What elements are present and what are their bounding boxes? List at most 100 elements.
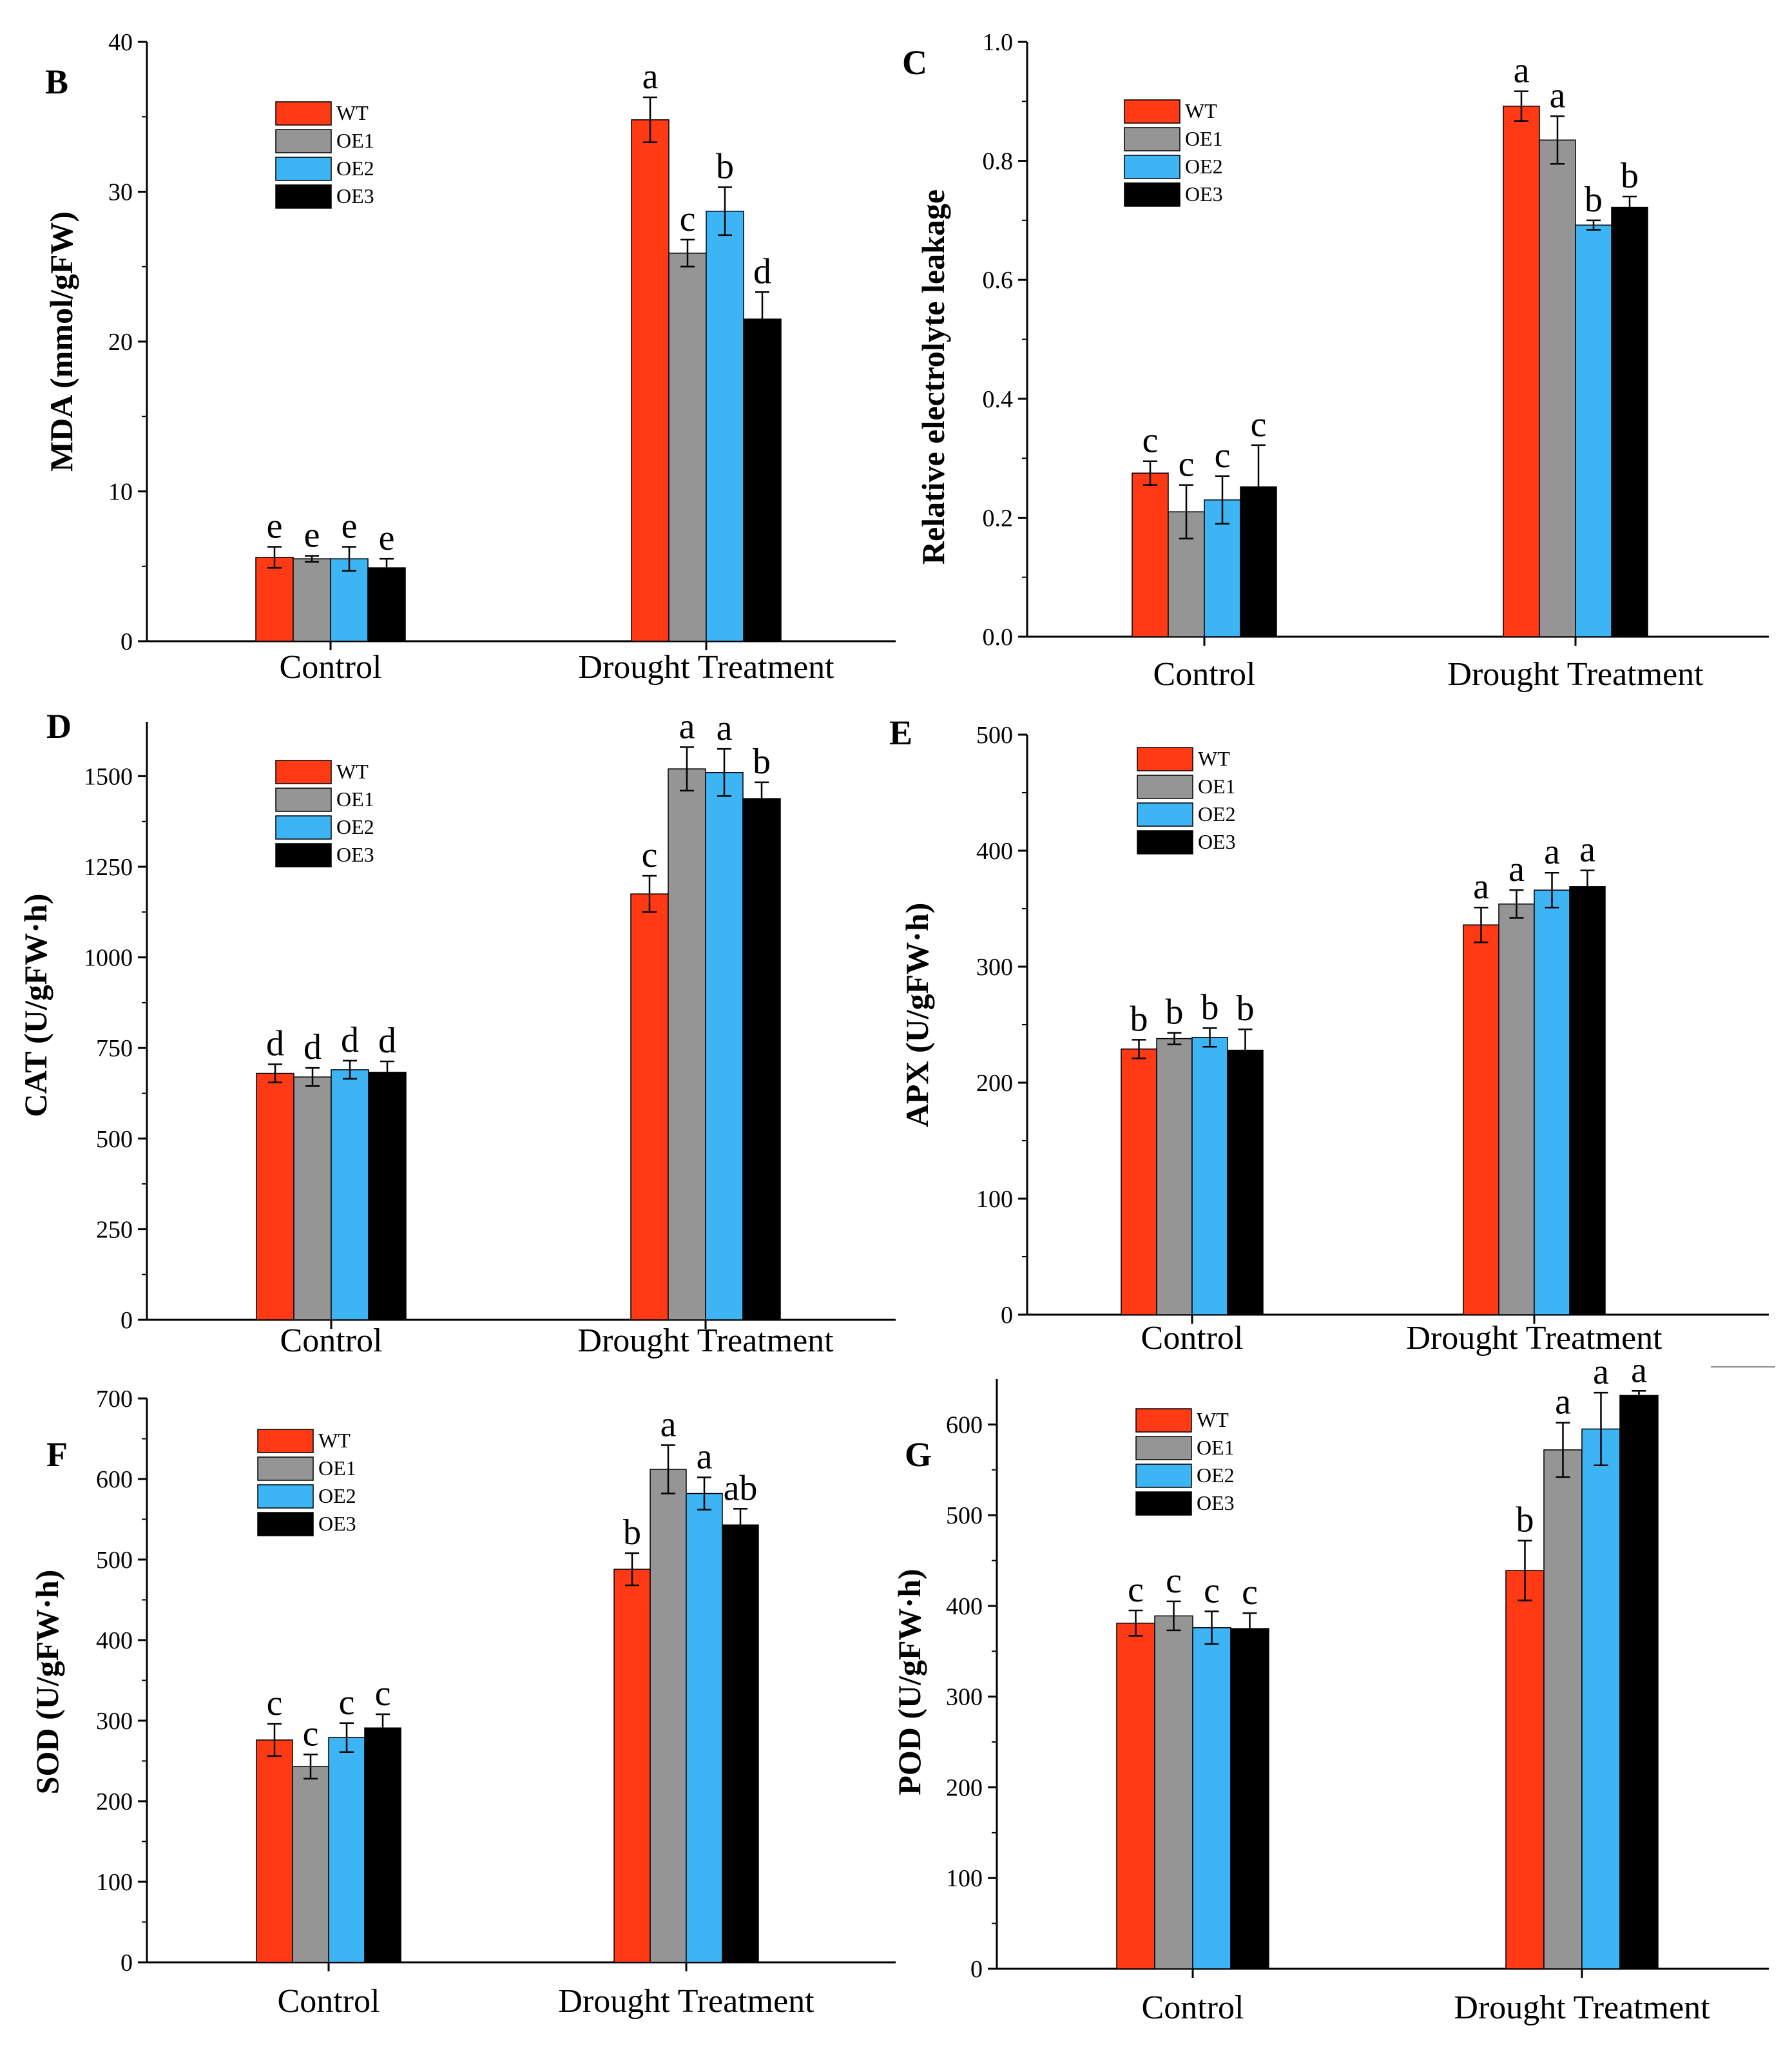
panel-letter: G bbox=[905, 1435, 932, 1474]
legend-swatch-wt bbox=[1124, 99, 1180, 124]
panel-letter: C bbox=[902, 43, 927, 82]
y-tick-label: 0.0 bbox=[983, 624, 1014, 651]
significance-letter: e bbox=[267, 507, 283, 546]
y-axis-label: Relative electrolyte leakage bbox=[915, 189, 951, 565]
panel-letter: B bbox=[45, 63, 68, 101]
legend-swatch-oe1 bbox=[275, 788, 332, 812]
bar-oe3 bbox=[367, 567, 406, 642]
significance-letter: b bbox=[1237, 989, 1255, 1029]
legend-label: OE3 bbox=[336, 184, 374, 208]
legend-label: OE2 bbox=[336, 815, 374, 838]
significance-letter: c bbox=[1128, 1570, 1144, 1610]
legend-label: OE3 bbox=[1185, 182, 1223, 206]
significance-letter: c bbox=[1179, 445, 1195, 485]
bar-wt bbox=[255, 557, 294, 642]
bar-oe2 bbox=[1581, 1428, 1621, 1969]
legend-label: OE1 bbox=[1197, 1436, 1235, 1459]
significance-letter: ab bbox=[724, 1468, 758, 1508]
chart-panel-e: 0 100 200 300 400 500 APX (U/gFW·h) E Control Dro… bbox=[889, 713, 1769, 1357]
y-tick-label: 30 bbox=[108, 179, 133, 206]
x-tick-label: Drought Treatment bbox=[578, 649, 834, 686]
bar-oe3 bbox=[1619, 1395, 1659, 1969]
bar-oe1 bbox=[650, 1469, 687, 1963]
bar-oe2 bbox=[1191, 1037, 1228, 1315]
bar-oe1 bbox=[293, 558, 331, 642]
chart-panel-g: 0 100 200 300 400 500 600 POD (U/gFW·h) G Control… bbox=[891, 1350, 1769, 2026]
legend-label: WT bbox=[336, 760, 369, 783]
bar-wt bbox=[1132, 472, 1169, 637]
y-tick-label: 600 bbox=[96, 1466, 133, 1493]
chart-panel-f: 0 100 200 300 400 500 600 700 SOD (U/gFW·h) F Cont… bbox=[29, 1386, 896, 2020]
y-tick-label: 500 bbox=[96, 1547, 133, 1574]
bar-oe1 bbox=[1156, 1038, 1193, 1315]
significance-letter: c bbox=[1204, 1571, 1220, 1610]
legend-label: WT bbox=[318, 1429, 351, 1452]
y-tick-label: 1.0 bbox=[983, 29, 1014, 56]
legend-swatch-oe2 bbox=[275, 157, 332, 181]
y-tick-label: 1250 bbox=[84, 854, 133, 881]
significance-letter: c bbox=[1251, 405, 1267, 445]
legend-label: OE2 bbox=[1198, 802, 1236, 826]
y-tick-label: 0 bbox=[970, 1956, 983, 1983]
significance-letter: b bbox=[1585, 180, 1603, 220]
bar-oe2 bbox=[1534, 889, 1570, 1315]
y-tick-label: 200 bbox=[96, 1788, 133, 1815]
significance-letter: c bbox=[267, 1683, 283, 1723]
significance-letter: d bbox=[303, 1027, 322, 1067]
significance-letter: a bbox=[1544, 832, 1560, 872]
bar-wt bbox=[256, 1072, 294, 1320]
bar-oe3 bbox=[364, 1727, 401, 1963]
significance-letter: c bbox=[339, 1683, 355, 1723]
bar-oe3 bbox=[1569, 886, 1606, 1315]
y-tick-label: 300 bbox=[946, 1684, 983, 1711]
bar-wt bbox=[1116, 1622, 1155, 1969]
significance-letter: d bbox=[266, 1023, 284, 1063]
x-tick-label: Drought Treatment bbox=[1406, 1320, 1662, 1357]
legend-swatch-oe3 bbox=[1135, 1491, 1192, 1516]
y-tick-label: 400 bbox=[946, 1593, 983, 1620]
legend-swatch-oe1 bbox=[1137, 775, 1193, 799]
y-tick-label: 0 bbox=[120, 1949, 133, 1977]
significance-letter: e bbox=[304, 515, 320, 555]
legend-swatch-oe2 bbox=[1137, 802, 1193, 827]
bar-oe1 bbox=[1498, 904, 1535, 1315]
y-axis-label: APX (U/gFW·h) bbox=[899, 903, 935, 1128]
legend: WT OE1 OE2 OE3 bbox=[1137, 747, 1236, 855]
significance-letter: b bbox=[1166, 992, 1184, 1032]
legend-swatch-wt bbox=[1135, 1408, 1192, 1433]
bar-oe3 bbox=[1227, 1049, 1264, 1315]
legend-swatch-oe3 bbox=[275, 843, 332, 867]
legend-label: WT bbox=[1197, 1408, 1229, 1431]
bar-oe1 bbox=[668, 253, 707, 642]
y-tick-label: 100 bbox=[976, 1186, 1013, 1213]
legend-swatch-oe2 bbox=[1135, 1464, 1192, 1488]
bar-oe2 bbox=[328, 1737, 365, 1963]
significance-letter: a bbox=[697, 1437, 713, 1477]
significance-letter: a bbox=[1473, 867, 1489, 907]
chart-panel-c: 0.0 0.2 0.4 0.6 0.8 1.0 Relative electrolyte l… bbox=[902, 29, 1769, 693]
chart-panel-d: 0 250 500 750 1000 1250 1500 CAT (U/gFW·h) D Cont… bbox=[17, 706, 896, 1359]
legend-label: OE1 bbox=[1185, 127, 1223, 150]
significance-letter: b bbox=[623, 1513, 641, 1552]
bar-oe1 bbox=[1543, 1449, 1583, 1969]
significance-letter: a bbox=[1514, 51, 1530, 91]
bar-wt bbox=[1505, 1570, 1545, 1969]
y-tick-label: 0 bbox=[1001, 1302, 1013, 1329]
legend-swatch-oe1 bbox=[1124, 127, 1180, 151]
x-tick-label: Control bbox=[1142, 1989, 1244, 2026]
y-axis-label: MDA (mmol/gFW) bbox=[43, 211, 79, 472]
significance-letter: a bbox=[717, 708, 733, 748]
y-tick-label: 500 bbox=[976, 722, 1013, 749]
x-tick-label: Drought Treatment bbox=[1454, 1989, 1710, 2026]
significance-letter: b bbox=[716, 147, 734, 187]
legend-swatch-oe3 bbox=[1137, 830, 1193, 855]
legend-swatch-wt bbox=[1137, 747, 1193, 771]
legend: WT OE1 OE2 OE3 bbox=[275, 101, 374, 209]
legend-swatch-oe3 bbox=[1124, 182, 1180, 207]
significance-letter: c bbox=[1215, 436, 1231, 476]
legend-swatch-wt bbox=[275, 101, 332, 126]
legend-label: OE3 bbox=[1198, 830, 1236, 853]
x-tick-label: Control bbox=[280, 649, 382, 686]
x-tick-label: Drought Treatment bbox=[577, 1322, 834, 1359]
legend-label: WT bbox=[1198, 747, 1230, 770]
